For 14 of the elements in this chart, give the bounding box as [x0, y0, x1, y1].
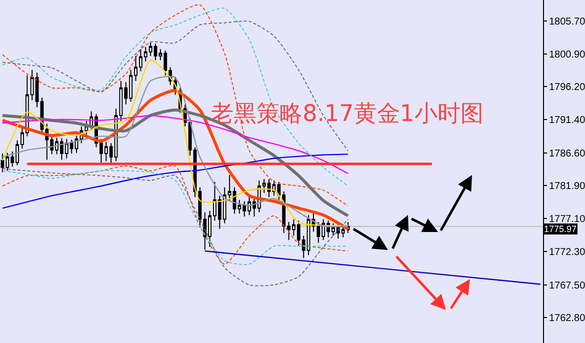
line-series: [2, 154, 349, 209]
text: 老黑策略8.17黄金1小时图: [210, 101, 484, 128]
y-tick-label: 1800.90: [549, 49, 585, 60]
y-tick-label: 1781.90: [549, 180, 585, 192]
y-tick-label: 1777.10: [549, 214, 585, 226]
y-tick-label: 1805.70: [549, 16, 585, 28]
y-tick-label: 1786.60: [549, 148, 585, 160]
y-tick-label: 1796.20: [549, 82, 585, 93]
y-tick-label: 1767.50: [549, 280, 585, 292]
y-tick-label: 1772.30: [549, 247, 585, 258]
line-series: [2, 168, 349, 286]
ref-line-label: 1775.97: [544, 224, 577, 234]
y-tick-label: 1791.40: [549, 115, 585, 126]
y-tick-label: 1762.80: [549, 312, 585, 324]
